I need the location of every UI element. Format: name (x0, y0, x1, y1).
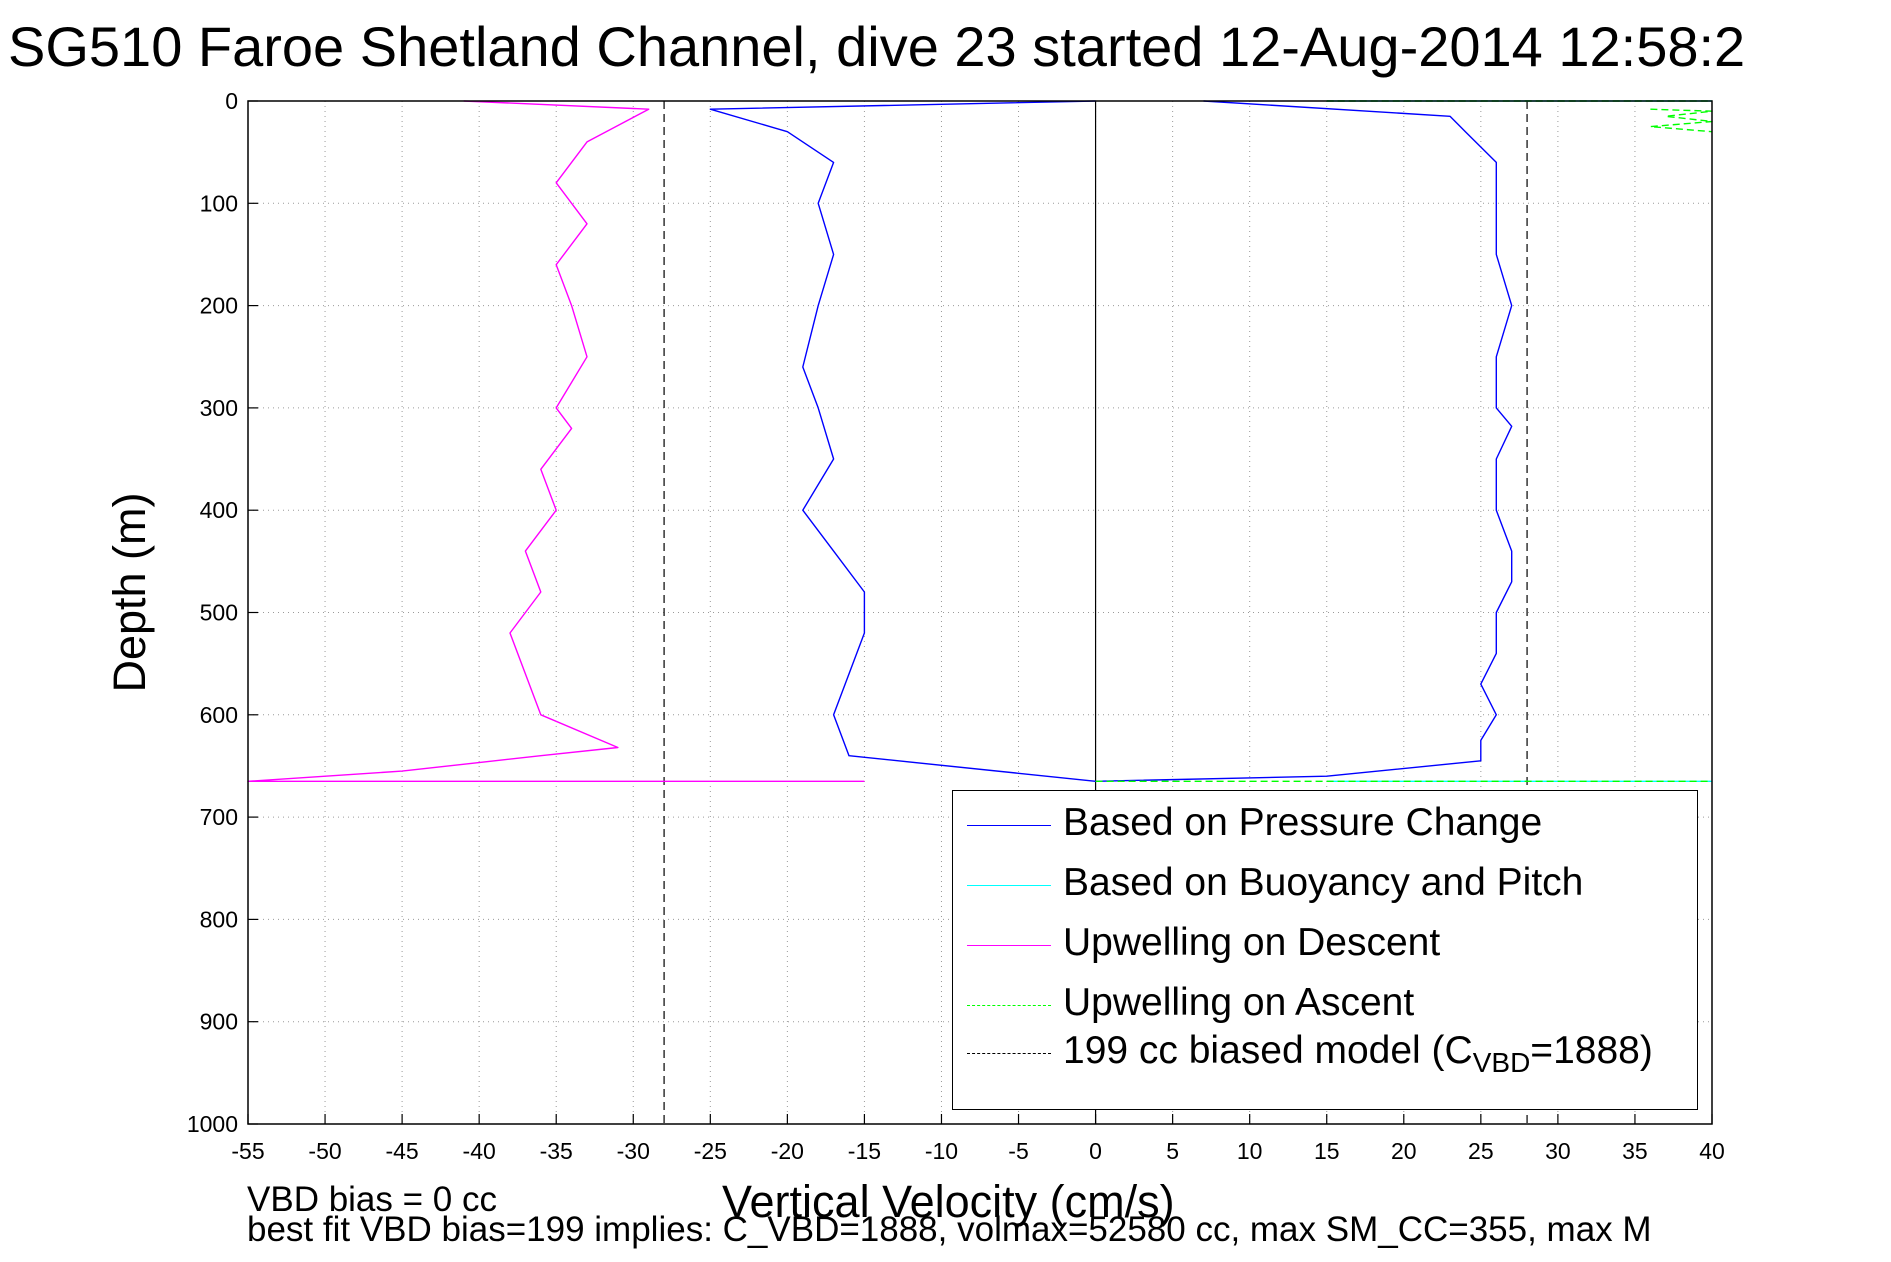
best-fit-note: best fit VBD bias=199 implies: C_VBD=188… (247, 1210, 1652, 1249)
x-tick-label: -5 (1008, 1138, 1028, 1164)
legend-label: Based on Pressure Change (1063, 801, 1543, 844)
x-tick-label: 35 (1622, 1138, 1648, 1164)
legend-item-buoyancy: Based on Buoyancy and Pitch (953, 861, 1697, 911)
y-tick-label: 1000 (187, 1111, 238, 1137)
x-tick-label: -10 (925, 1138, 958, 1164)
legend-swatch (967, 1005, 1051, 1006)
x-tick-label: 15 (1314, 1138, 1340, 1164)
y-tick-label: 0 (225, 88, 238, 114)
x-axis-label: Vertical Velocity (cm/s) (722, 1176, 1175, 1227)
x-tick-label: 25 (1468, 1138, 1494, 1164)
legend-swatch (967, 945, 1051, 946)
legend-label: Upwelling on Descent (1063, 921, 1441, 964)
x-tick-label: -15 (848, 1138, 881, 1164)
y-tick-label: 500 (200, 600, 238, 626)
x-tick-label: -25 (694, 1138, 727, 1164)
x-tick-label: 20 (1391, 1138, 1417, 1164)
series-line (1095, 100, 1513, 782)
chart-title: SG510 Faroe Shetland Channel, dive 23 st… (8, 15, 1746, 78)
y-tick-label: 200 (200, 293, 238, 319)
x-tick-label: -35 (540, 1138, 573, 1164)
y-tick-label: 700 (200, 804, 238, 830)
legend-label: 199 cc biased model (CVBD=1888) (1063, 1029, 1653, 1079)
y-tick-label: 900 (200, 1009, 238, 1035)
legend-label: Based on Buoyancy and Pitch (1063, 861, 1584, 904)
legend-label-tail: =1888) (1530, 1029, 1653, 1072)
x-tick-label: 5 (1166, 1138, 1179, 1164)
legend-swatch (967, 885, 1051, 886)
legend-label-subscript: VBD (1472, 1046, 1531, 1078)
x-tick-label: -50 (308, 1138, 341, 1164)
y-axis-label: Depth (m) (104, 492, 155, 692)
y-ticks: 0 100 200 300 400 500 600 700 800 900 1000 (187, 88, 258, 1137)
series-lines (247, 100, 1713, 782)
x-tick-label: 30 (1545, 1138, 1571, 1164)
legend-item-model: 199 cc biased model (CVBD=1888) (953, 1029, 1697, 1079)
x-tick-label: -30 (617, 1138, 650, 1164)
x-tick-label: 10 (1237, 1138, 1263, 1164)
y-tick-label: 300 (200, 395, 238, 421)
x-ticks: -55 -50 -45 -40 -35 -30 -25 -20 -15 -10 -5 0 5 10 15 20… (231, 1114, 1725, 1164)
legend-swatch (967, 825, 1051, 826)
x-tick-label: -45 (385, 1138, 418, 1164)
y-tick-label: 100 (200, 190, 238, 216)
y-tick-label: 600 (200, 702, 238, 728)
legend-item-ascent: Upwelling on Ascent (953, 981, 1697, 1031)
y-tick-label: 800 (200, 906, 238, 932)
legend-item-pressure: Based on Pressure Change (953, 801, 1697, 851)
legend-swatch (967, 1053, 1051, 1054)
series-line (247, 100, 865, 782)
bias-note: VBD bias = 0 cc (247, 1180, 497, 1219)
y-tick-label: 400 (200, 497, 238, 523)
legend: Based on Pressure Change Based on Buoyan… (952, 790, 1698, 1110)
x-tick-label: -55 (231, 1138, 264, 1164)
x-tick-label: -20 (771, 1138, 804, 1164)
x-tick-label: 40 (1699, 1138, 1725, 1164)
legend-item-descent: Upwelling on Descent (953, 921, 1697, 971)
legend-label: Upwelling on Ascent (1063, 981, 1415, 1024)
x-tick-label: 0 (1089, 1138, 1102, 1164)
series-line (709, 100, 1096, 782)
legend-label-main: 199 cc biased model (C (1063, 1029, 1473, 1072)
series-line (1649, 108, 1713, 133)
x-tick-label: -40 (463, 1138, 496, 1164)
